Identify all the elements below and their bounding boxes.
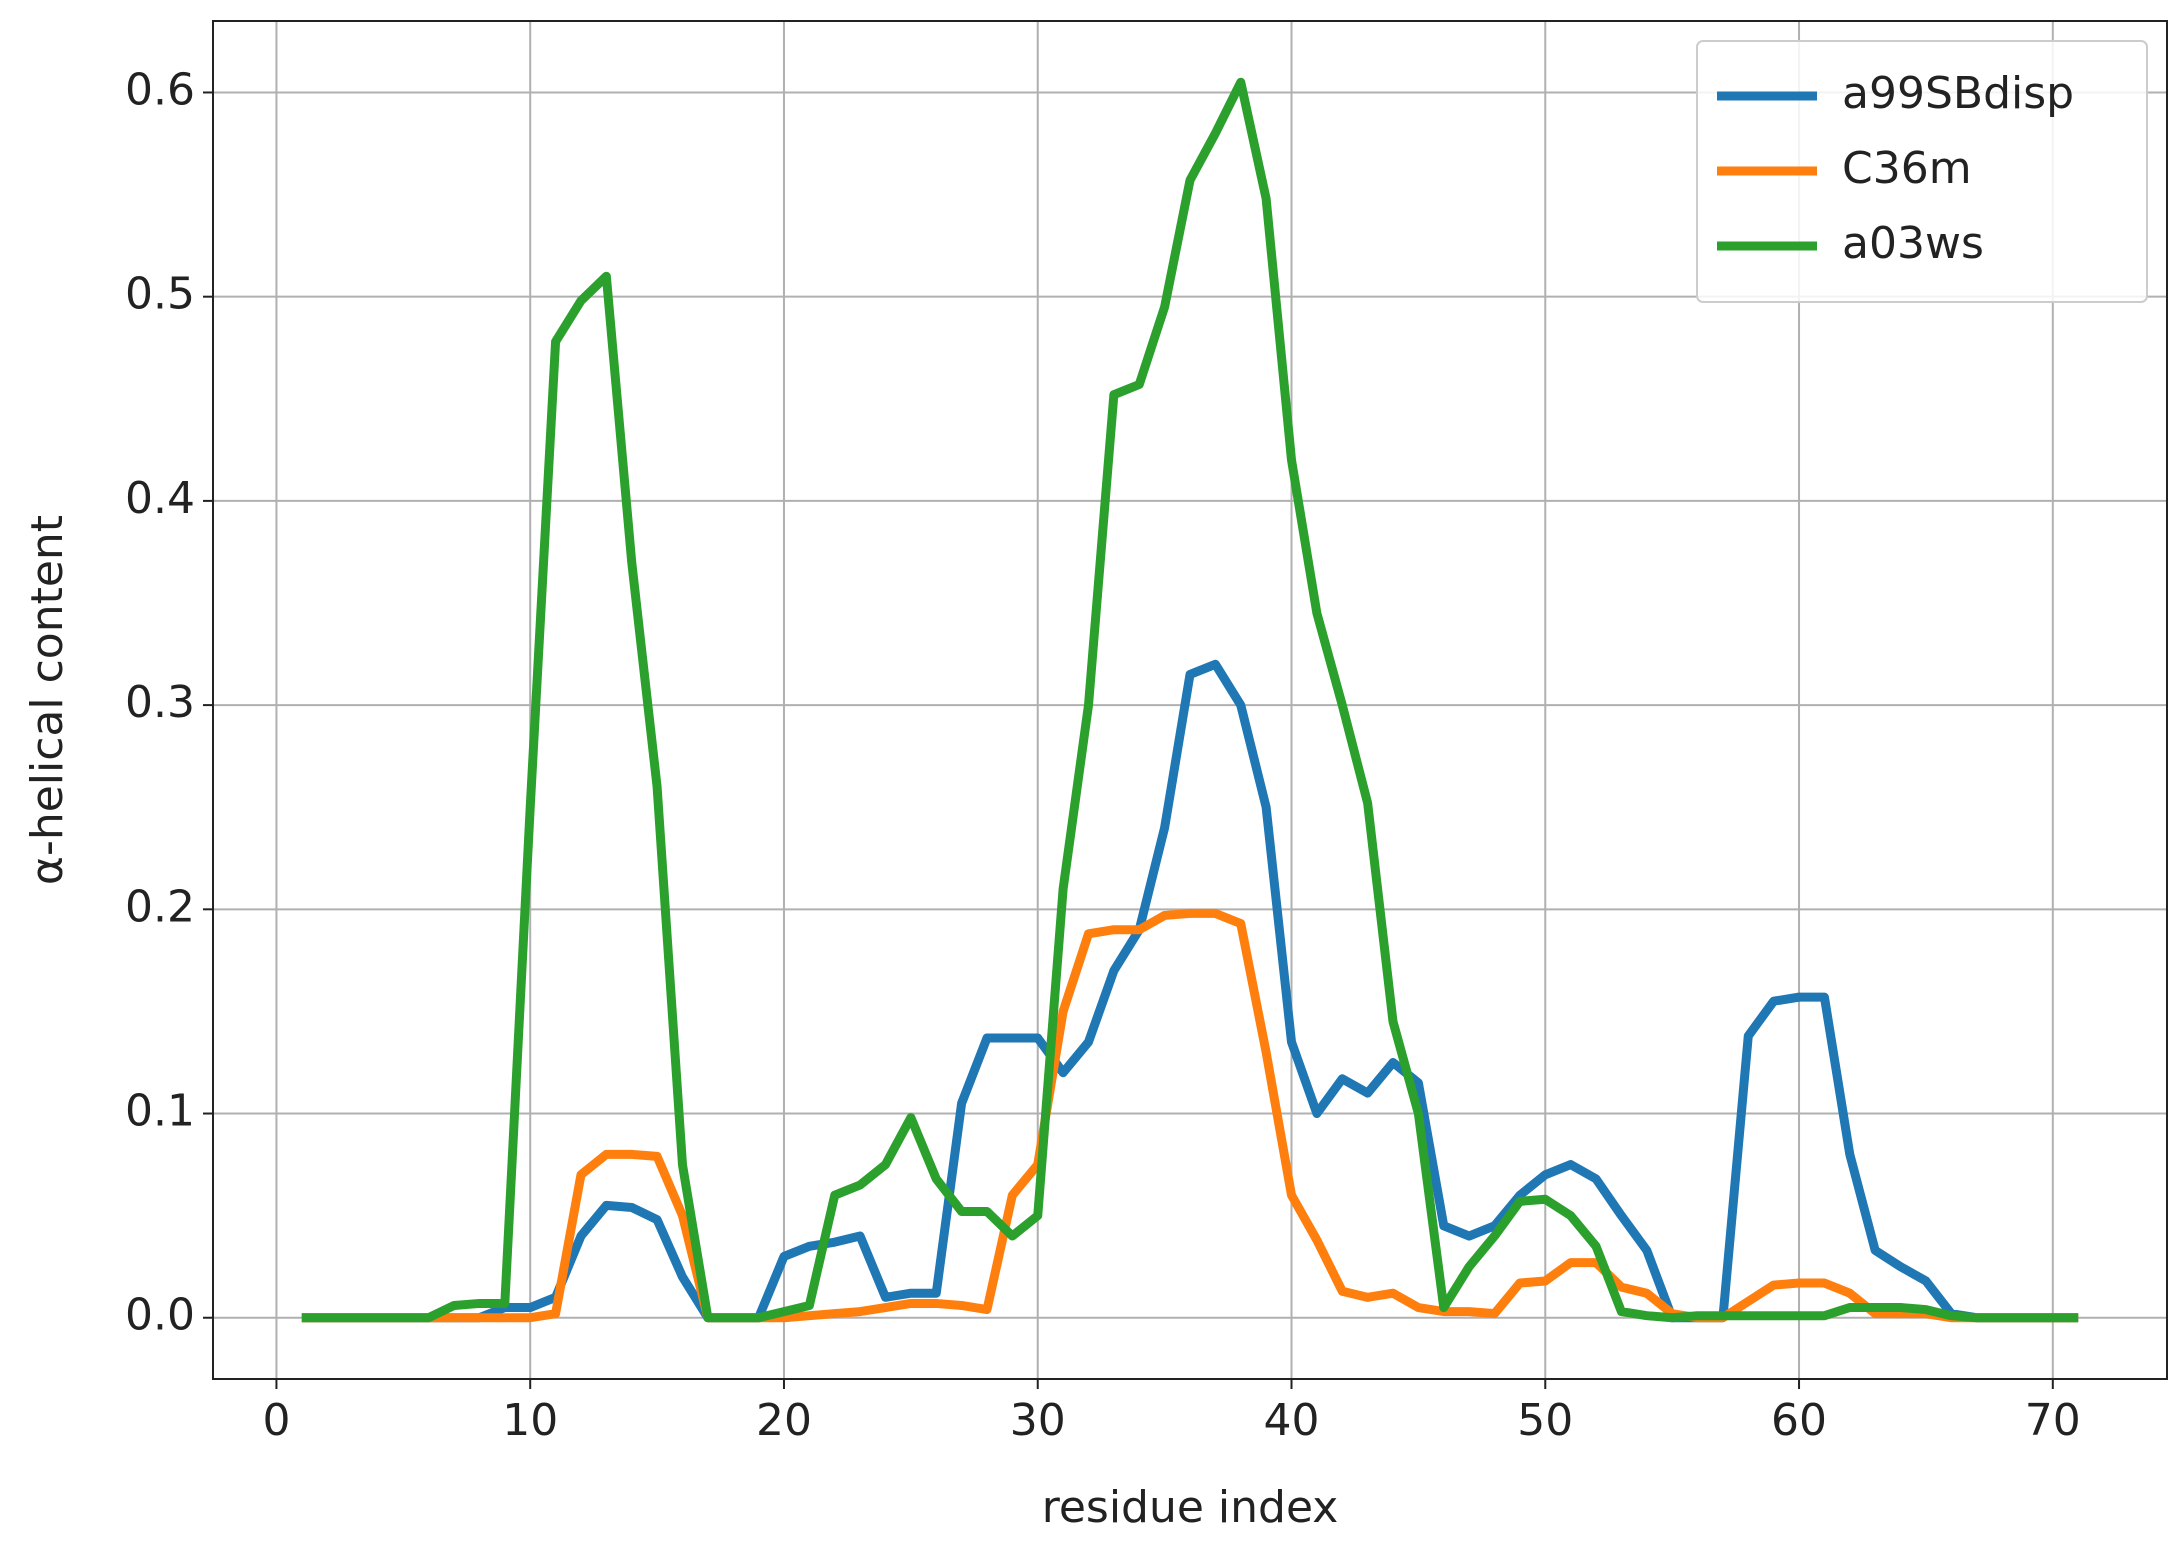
data-line [301, 77, 2079, 1323]
y-tick-label: 0.6 [125, 64, 195, 115]
x-tick-label: 0 [262, 1395, 290, 1446]
legend-box [1696, 40, 2148, 303]
plot-frame [212, 20, 2168, 1380]
x-axis-label: residue index [1042, 1482, 1339, 1533]
data-line [301, 908, 2079, 1323]
x-tick-label: 40 [1264, 1395, 1320, 1446]
x-tick-label: 70 [2025, 1395, 2081, 1446]
data-line [301, 659, 2079, 1323]
legend-label: a03ws [1842, 218, 1984, 269]
legend-label: a99SBdisp [1842, 68, 2074, 119]
x-tick-label: 50 [1517, 1395, 1573, 1446]
x-tick-label: 10 [502, 1395, 558, 1446]
y-axis-label: α-helical content [22, 515, 73, 885]
x-tick-label: 30 [1010, 1395, 1066, 1446]
legend-label: C36m [1842, 143, 1972, 194]
y-tick-label: 0.5 [125, 269, 195, 320]
y-tick-label: 0.4 [125, 473, 195, 524]
y-tick-label: 0.0 [125, 1290, 195, 1341]
y-tick-label: 0.3 [125, 677, 195, 728]
x-tick-label: 60 [1771, 1395, 1827, 1446]
x-tick-label: 20 [756, 1395, 812, 1446]
y-tick-label: 0.2 [125, 881, 195, 932]
y-tick-label: 0.1 [125, 1086, 195, 1137]
